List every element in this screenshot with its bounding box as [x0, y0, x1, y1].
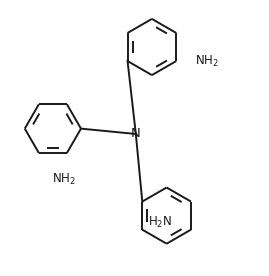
Text: NH$_2$: NH$_2$: [52, 172, 76, 187]
Text: NH$_2$: NH$_2$: [195, 54, 219, 69]
Text: H$_2$N: H$_2$N: [148, 215, 172, 230]
Text: N: N: [131, 128, 141, 140]
